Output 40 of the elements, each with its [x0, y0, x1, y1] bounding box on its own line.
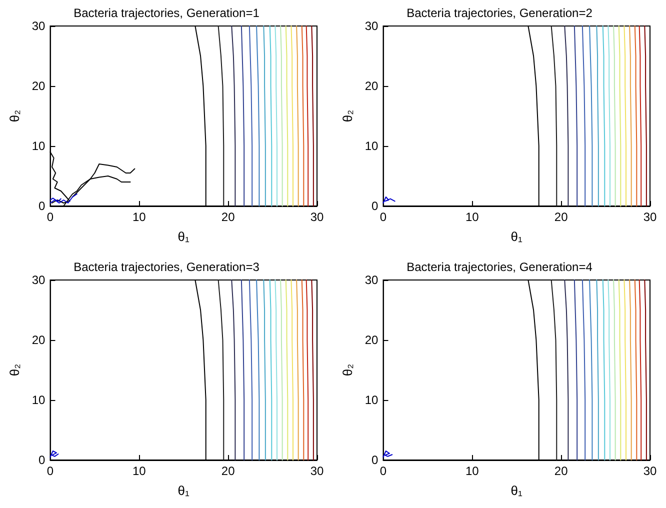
y-axis-title: θ₂	[7, 110, 22, 122]
y-axis-title: θ₂	[340, 110, 355, 122]
x-tick-label: 30	[643, 210, 657, 224]
chart-title: Bacteria trajectories, Generation=4	[406, 260, 593, 274]
y-tick-label: 0	[372, 199, 379, 213]
x-tick-label: 30	[310, 210, 324, 224]
chart-title: Bacteria trajectories, Generation=1	[74, 6, 260, 20]
x-tick-label: 30	[643, 464, 657, 478]
x-tick-label: 20	[221, 210, 236, 224]
x-axis-title: θ₁	[510, 483, 524, 498]
chart-title: Bacteria trajectories, Generation=2	[406, 6, 593, 20]
x-tick-label: 20	[554, 210, 568, 224]
y-tick-label: 0	[372, 453, 379, 467]
y-tick-label: 20	[32, 79, 46, 93]
x-tick-label: 10	[465, 210, 480, 224]
y-axis-title: θ₂	[340, 364, 355, 376]
y-tick-label: 20	[364, 333, 379, 347]
y-tick-label: 10	[364, 139, 379, 153]
x-axis-title: θ₁	[178, 229, 190, 244]
x-tick-label: 10	[465, 464, 480, 478]
chart-title: Bacteria trajectories, Generation=3	[74, 260, 260, 274]
x-tick-label: 30	[310, 464, 324, 478]
x-tick-label: 20	[554, 464, 568, 478]
y-tick-label: 20	[32, 333, 46, 347]
x-axis-title: θ₁	[510, 229, 524, 244]
y-tick-label: 10	[32, 139, 46, 153]
y-axis-title: θ₂	[7, 364, 22, 376]
y-tick-label: 30	[32, 19, 46, 33]
y-tick-label: 10	[364, 393, 379, 407]
x-axis-title: θ₁	[178, 483, 190, 498]
x-tick-label: 20	[221, 464, 236, 478]
y-tick-label: 30	[32, 273, 46, 287]
x-tick-label: 10	[132, 464, 146, 478]
x-tick-label: 10	[132, 210, 146, 224]
y-tick-label: 0	[38, 199, 46, 213]
y-tick-label: 30	[364, 19, 379, 33]
y-tick-label: 0	[38, 453, 46, 467]
y-tick-label: 10	[32, 393, 46, 407]
y-tick-label: 30	[364, 273, 379, 287]
y-tick-label: 20	[364, 79, 379, 93]
